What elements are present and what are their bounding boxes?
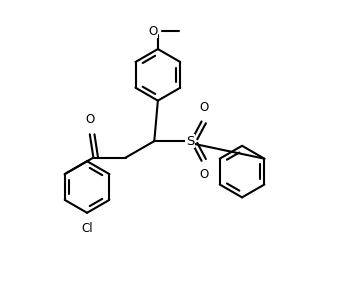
Text: O: O — [199, 168, 209, 181]
Text: S: S — [186, 134, 194, 148]
Text: O: O — [199, 101, 209, 114]
Text: O: O — [149, 25, 158, 38]
Text: O: O — [85, 113, 94, 126]
Text: Cl: Cl — [81, 222, 93, 236]
